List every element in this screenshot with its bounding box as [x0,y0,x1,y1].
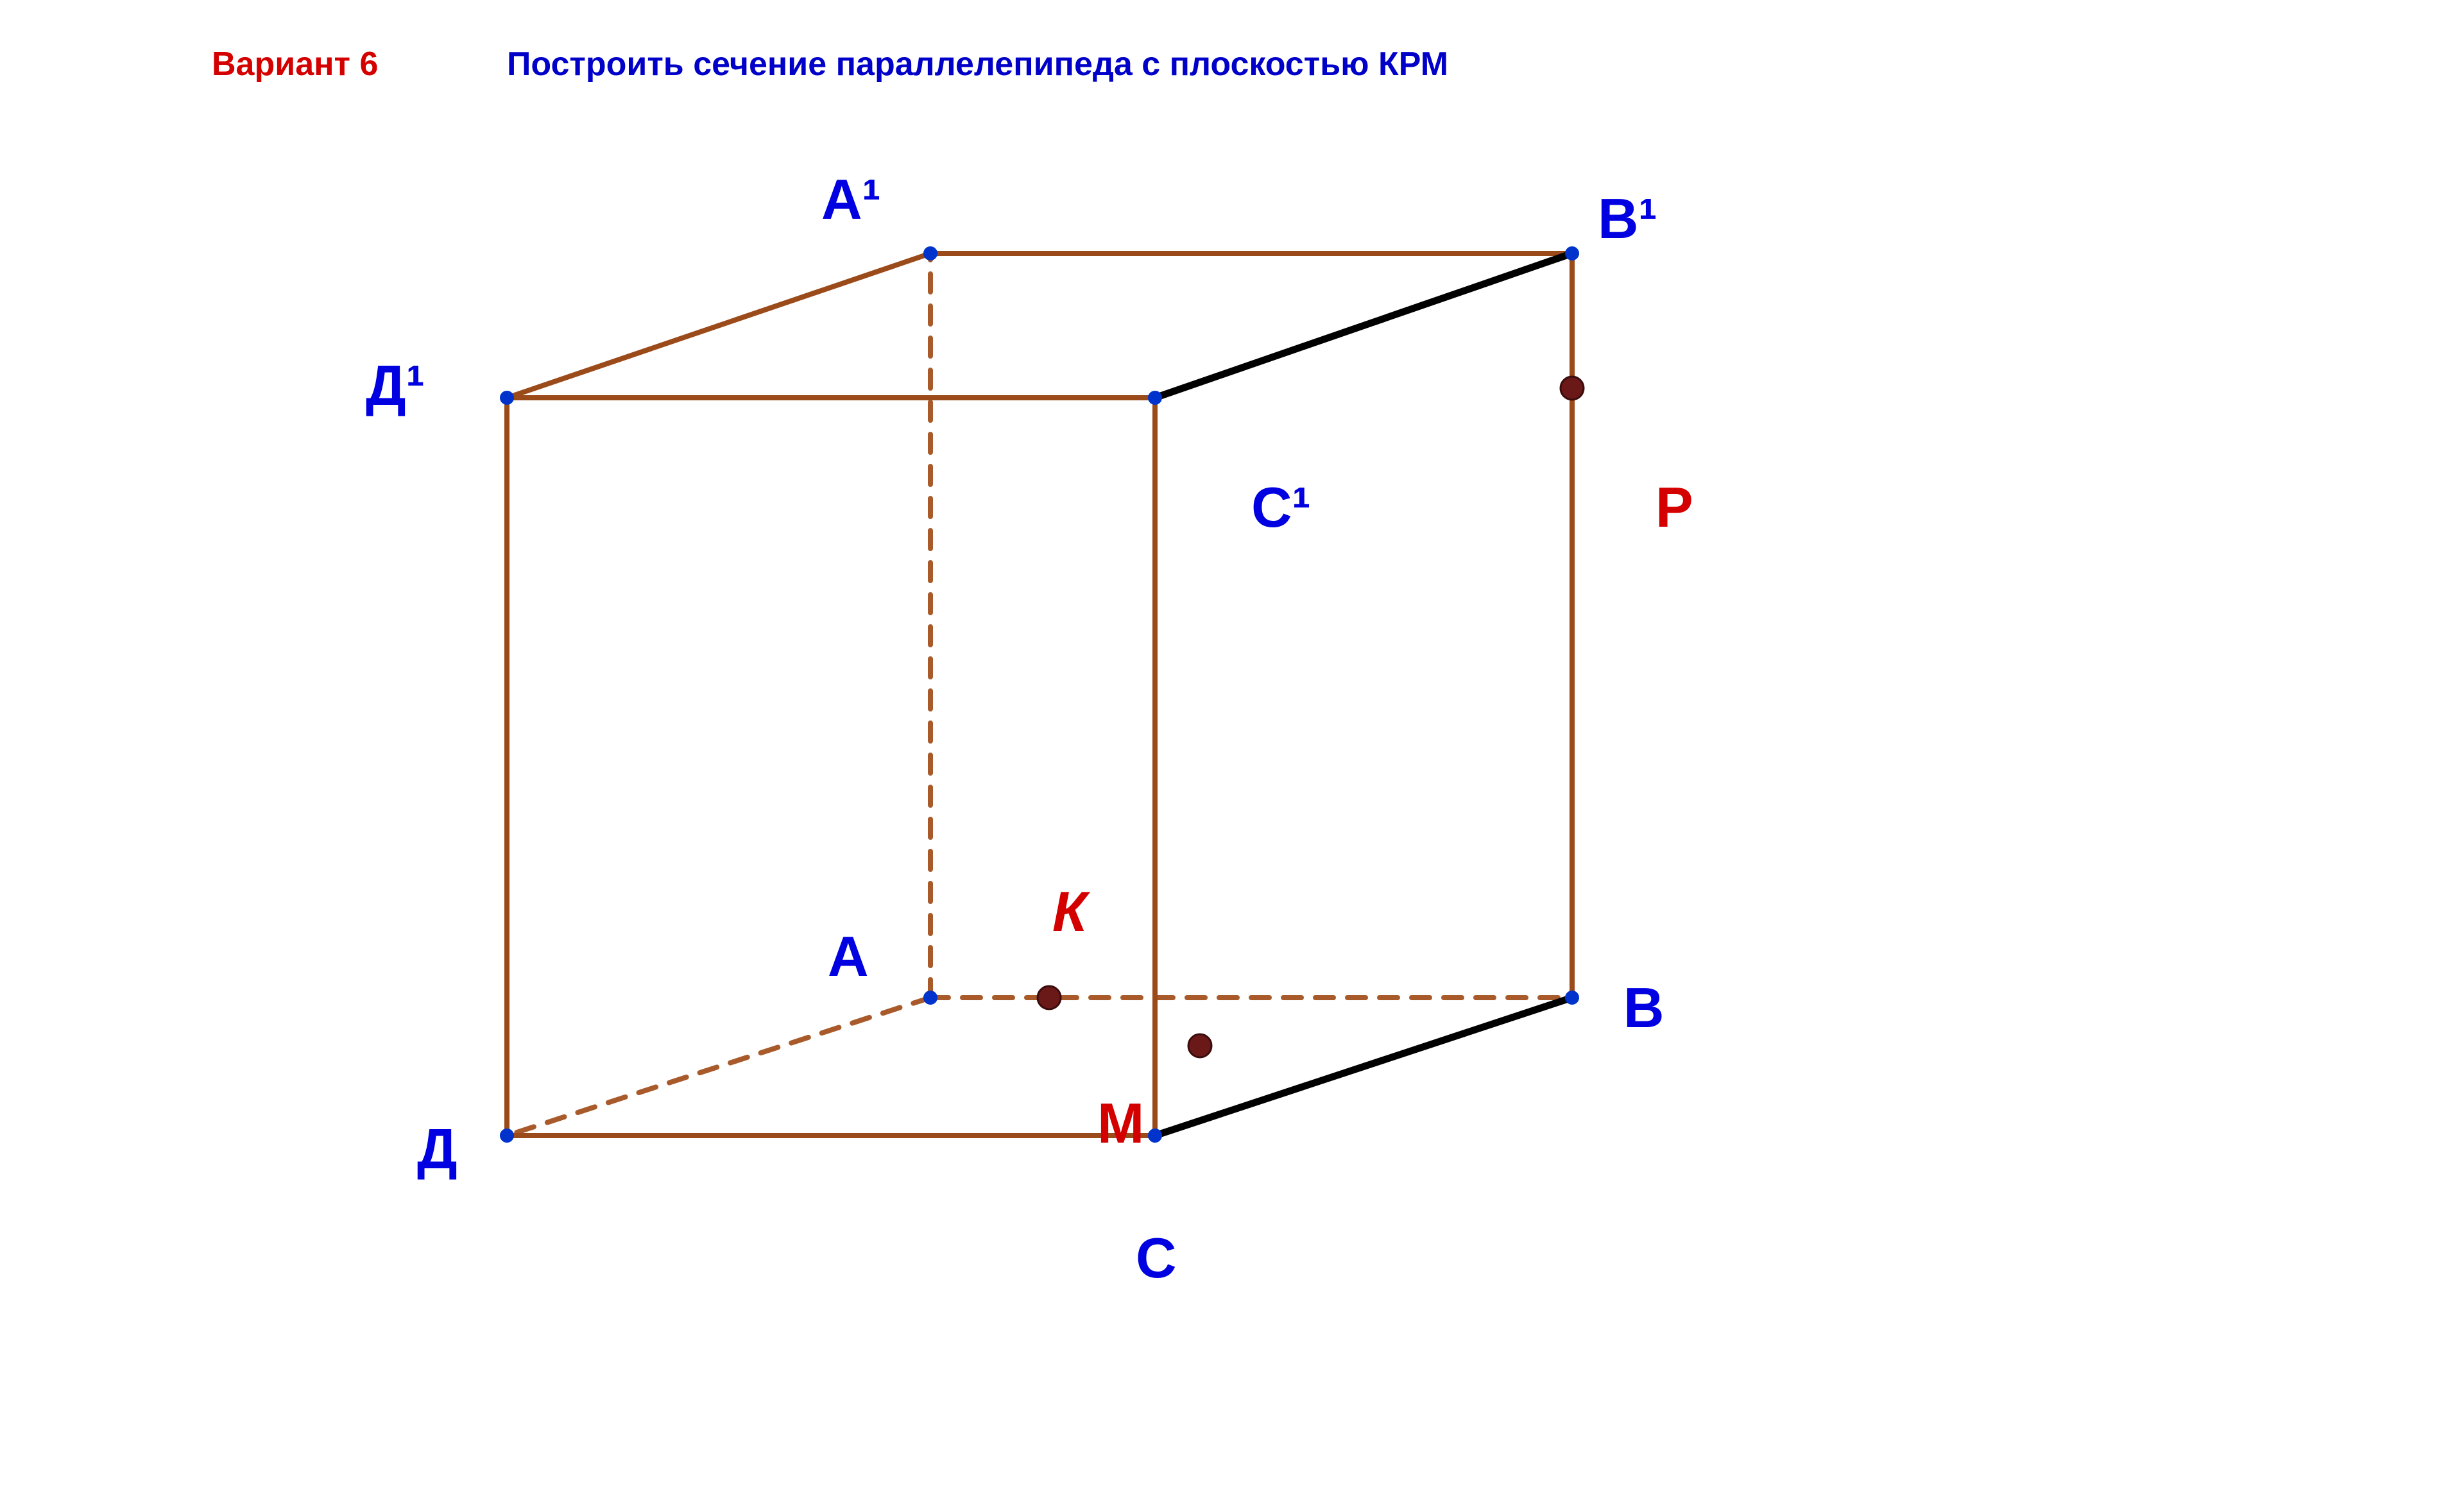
label-А: А [828,924,869,989]
label-В¹: В¹ [1598,186,1657,251]
task-title: Построить сечение параллелепипеда с плос… [507,45,1448,83]
geometry-diagram [0,0,2464,1491]
label-Р: Р [1656,475,1693,540]
label-М: М [1097,1091,1144,1156]
label-С: С [1136,1225,1177,1291]
label-А¹: А¹ [821,167,881,232]
label-В: В [1623,975,1664,1041]
label-К: К [1052,879,1087,944]
variant-title: Вариант 6 [212,45,378,83]
label-Д¹: Д¹ [366,353,425,418]
label-С¹: С¹ [1251,475,1311,540]
label-Д: Д [417,1116,458,1182]
